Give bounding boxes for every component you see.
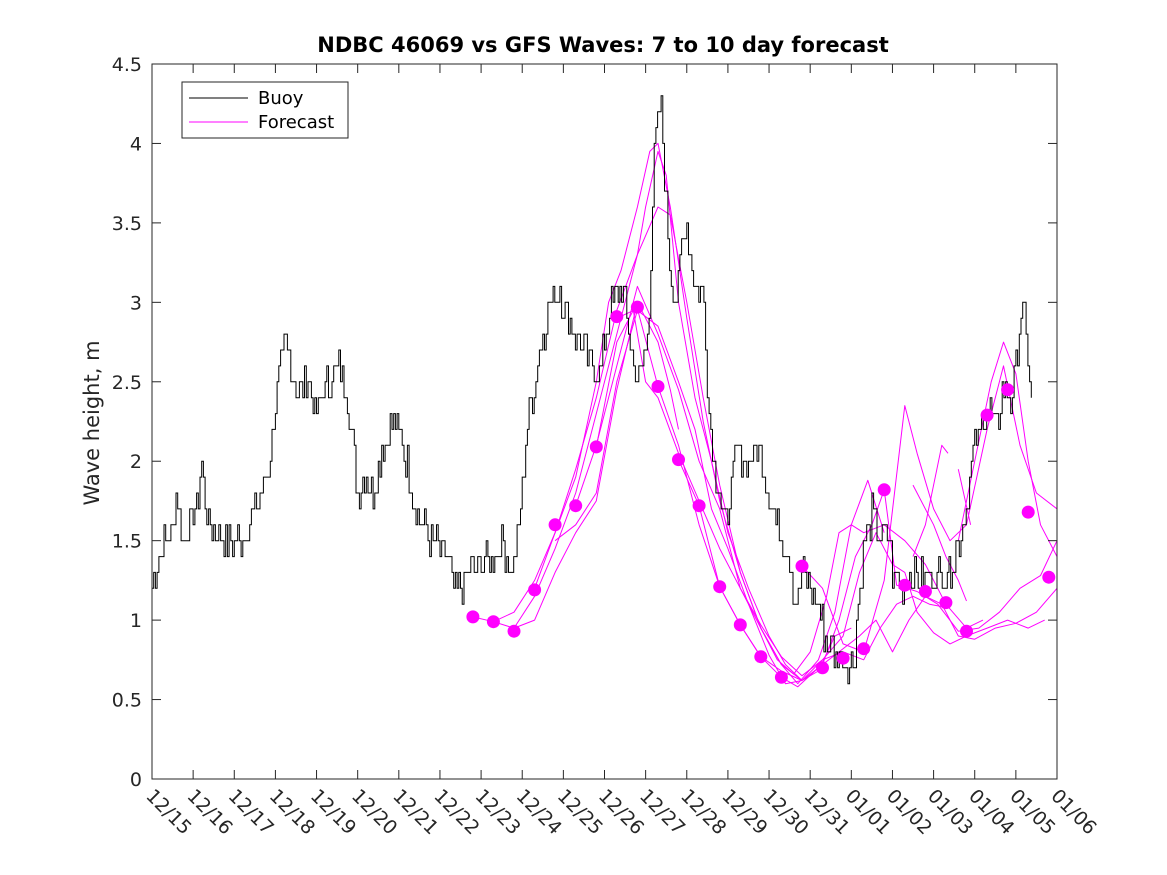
x-tick-label: 01/03 (923, 785, 977, 839)
plot-background (152, 64, 1057, 779)
forecast-marker-24 (939, 596, 953, 610)
x-tick-label: 12/26 (594, 785, 648, 839)
y-tick-label: 1.5 (112, 531, 142, 553)
forecast-marker-5 (548, 518, 562, 532)
forecast-line-5 (554, 309, 946, 685)
forecast-marker-23 (918, 585, 932, 598)
x-tick-label: 12/29 (717, 785, 771, 839)
plot-area (152, 64, 1057, 779)
legend-box (181, 81, 349, 139)
forecast-marker-28 (1021, 505, 1035, 519)
legend-buoy-label: Buoy (258, 88, 304, 109)
y-tick-label: 2.5 (112, 372, 142, 394)
forecast-marker-29 (1042, 570, 1056, 584)
y-tick-label: 3.5 (112, 213, 142, 235)
forecast-marker-10 (651, 380, 665, 393)
forecast-marker-2 (486, 615, 500, 629)
forecast-marker-26 (980, 408, 994, 422)
forecast-line-12 (957, 341, 1057, 557)
y-tick-label: 0.5 (112, 690, 142, 712)
x-tick-label: 12/31 (800, 785, 854, 839)
x-tick-label: 12/20 (347, 785, 401, 839)
forecast-marker-22 (898, 578, 912, 592)
forecast-marker-27 (1001, 383, 1015, 397)
forecast-marker-19 (836, 651, 850, 665)
x-tick-label: 01/01 (841, 785, 895, 839)
forecast-marker-6 (569, 499, 583, 513)
y-tick-label: 4.5 (112, 54, 142, 76)
x-tick-label: 01/04 (964, 785, 1018, 839)
forecast-marker-14 (733, 618, 747, 632)
buoy-line (152, 95, 1032, 685)
forecast-line-11 (912, 444, 949, 557)
x-tick-label: 12/22 (429, 785, 483, 839)
forecast-marker-8 (610, 310, 624, 324)
legend-forecast-label: Forecast (258, 112, 334, 133)
x-tick-label: 12/23 (471, 785, 525, 839)
x-tick-label: 12/17 (224, 785, 278, 839)
x-tick-label: 01/05 (1005, 785, 1059, 839)
legend: Buoy Forecast (181, 81, 349, 139)
forecast-marker-12 (692, 499, 706, 513)
forecast-marker-15 (754, 650, 768, 664)
y-tick-label: 3 (130, 292, 142, 314)
x-tick-label: 01/02 (882, 785, 936, 839)
y-tick-label: 0 (130, 769, 142, 791)
forecast-marker-1 (466, 610, 480, 624)
x-tick-label: 12/21 (388, 785, 442, 839)
buoy-series (152, 95, 1032, 685)
x-tick-label: 12/15 (141, 785, 195, 839)
x-tick-label: 12/19 (306, 785, 360, 839)
forecast-marker-11 (672, 453, 685, 467)
forecast-marker-7 (589, 440, 603, 454)
x-tick-label: 01/06 (1046, 785, 1100, 839)
forecast-marker-25 (960, 624, 973, 638)
y-tick-label: 1 (130, 610, 142, 632)
y-tick-label: 4 (130, 133, 142, 155)
forecast-marker-20 (857, 642, 871, 656)
forecast-marker-9 (630, 300, 644, 314)
x-tick-label: 12/30 (759, 785, 813, 839)
y-axis-label: Wave height, m (80, 340, 104, 505)
y-tick-label: 2 (130, 451, 142, 473)
forecast-marker-13 (713, 580, 727, 594)
forecast-line-8 (616, 308, 1057, 688)
forecast-line-14 (957, 469, 972, 525)
x-tick-label: 12/18 (265, 785, 319, 839)
forecast-marker-17 (795, 559, 809, 573)
x-tick-label: 12/24 (512, 785, 566, 839)
forecast-marker-16 (774, 670, 788, 684)
forecast-line-10 (801, 365, 1057, 653)
x-tick-label: 12/25 (553, 785, 607, 839)
forecast-marker-4 (528, 583, 542, 597)
forecast-marker-18 (816, 661, 829, 675)
forecast-marker-3 (507, 624, 521, 638)
x-tick-label: 12/28 (676, 785, 730, 839)
x-tick-label: 12/27 (635, 785, 689, 839)
x-tick-label: 12/16 (183, 785, 237, 839)
chart-title: NDBC 46069 vs GFS Waves: 7 to 10 day for… (317, 33, 888, 57)
forecast-line-13 (912, 484, 967, 602)
forecast-markers (466, 300, 1056, 684)
forecast-marker-21 (877, 483, 891, 497)
